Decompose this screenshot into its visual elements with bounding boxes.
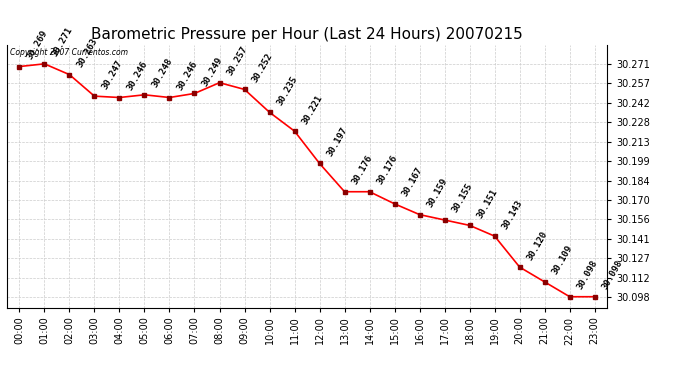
- Text: 30.197: 30.197: [325, 126, 349, 158]
- Text: 30.235: 30.235: [275, 74, 299, 107]
- Text: 30.151: 30.151: [475, 188, 499, 220]
- Text: 30.176: 30.176: [375, 154, 399, 186]
- Text: 30.143: 30.143: [500, 198, 524, 231]
- Text: 30.120: 30.120: [525, 229, 549, 261]
- Text: 30.246: 30.246: [125, 60, 149, 92]
- Text: 30.176: 30.176: [350, 154, 374, 186]
- Text: 30.098: 30.098: [600, 259, 624, 291]
- Text: 30.159: 30.159: [425, 177, 449, 209]
- Text: 30.248: 30.248: [150, 57, 174, 89]
- Text: 30.109: 30.109: [550, 244, 574, 276]
- Text: 30.263: 30.263: [75, 37, 99, 69]
- Text: 30.155: 30.155: [450, 182, 474, 214]
- Text: 30.247: 30.247: [100, 58, 124, 91]
- Text: 30.271: 30.271: [50, 26, 74, 58]
- Text: Copyright 2007 Currentos.com: Copyright 2007 Currentos.com: [10, 48, 128, 57]
- Text: 30.221: 30.221: [300, 93, 324, 126]
- Title: Barometric Pressure per Hour (Last 24 Hours) 20070215: Barometric Pressure per Hour (Last 24 Ho…: [91, 27, 523, 42]
- Text: 30.098: 30.098: [575, 259, 599, 291]
- Text: 30.252: 30.252: [250, 51, 274, 84]
- Text: 30.249: 30.249: [200, 56, 224, 88]
- Text: 30.246: 30.246: [175, 60, 199, 92]
- Text: 30.269: 30.269: [25, 28, 49, 61]
- Text: 30.257: 30.257: [225, 45, 249, 77]
- Text: 30.167: 30.167: [400, 166, 424, 198]
